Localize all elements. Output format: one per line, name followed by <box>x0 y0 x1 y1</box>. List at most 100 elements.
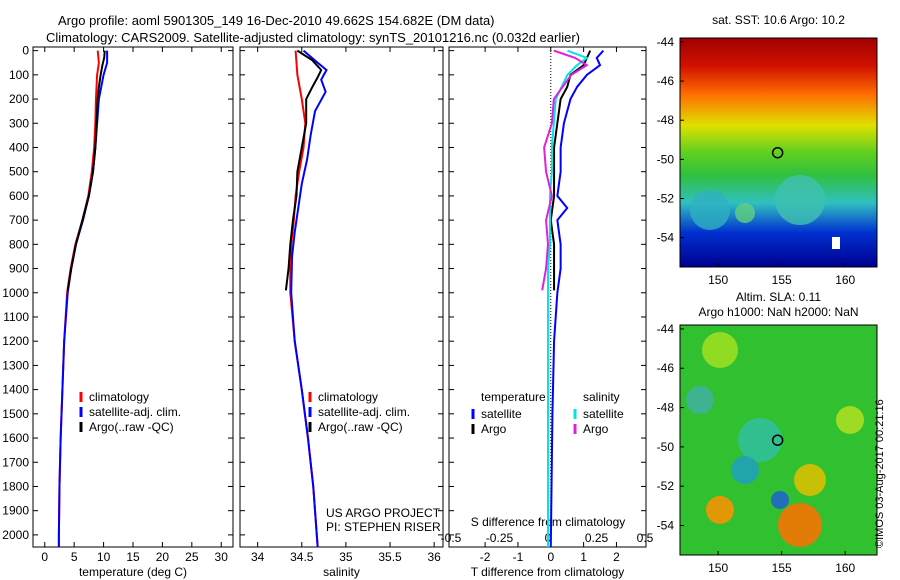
land-mask <box>832 237 840 249</box>
sst_map-xtick-label: 150 <box>708 273 728 287</box>
difference-xtick-label: 1 <box>580 550 587 564</box>
profile-line-argo-raw-qc- <box>66 50 106 291</box>
sst_map-title: sat. SST: 10.6 Argo: 10.2 <box>712 13 845 27</box>
legend-label: satellite-adj. clim. <box>318 405 410 419</box>
temperature-xtick-label: 5 <box>71 550 78 564</box>
depth-tick-label: 1100 <box>3 310 29 324</box>
depth-tick-label: 100 <box>9 68 29 82</box>
depth-tick-label: 1200 <box>2 334 29 348</box>
depth-tick-label: 1000 <box>2 286 29 300</box>
sst_map-frame <box>679 37 878 268</box>
sla_map-title: Argo h1000: NaN h2000: NaN <box>698 305 858 319</box>
sst_map-ytick-label: -52 <box>657 191 675 205</box>
profile-line-climatology <box>57 50 100 547</box>
depth-tick-label: 1500 <box>2 407 29 421</box>
figure-title-line1: Argo profile: aoml 5901305_149 16-Dec-20… <box>58 13 495 28</box>
depth-tick-label: 2000 <box>2 528 29 542</box>
sst-field <box>680 38 877 267</box>
sla-feature <box>686 386 714 414</box>
argo-position-marker <box>771 434 784 446</box>
salinity-xtick-label: 35 <box>339 550 353 564</box>
depth-tick-label: 1900 <box>2 504 29 518</box>
sst_map-ytick-label: -46 <box>657 74 675 88</box>
profile-line-s-satellite <box>547 49 589 547</box>
legend-header-salinity: salinity <box>583 390 620 404</box>
sst-feature <box>735 203 755 223</box>
depth-tick-label: 400 <box>9 140 29 154</box>
profile-line-t-argo <box>549 50 592 291</box>
profile-line-argo-raw-qc- <box>284 49 323 291</box>
legend-label: climatology <box>89 390 149 404</box>
sla_map-ytick-label: -48 <box>657 401 675 415</box>
sla-feature <box>836 406 864 434</box>
depth-tick-label: 900 <box>9 262 29 276</box>
depth-tick-label: 0 <box>22 44 29 58</box>
depth-tick-label: 800 <box>9 237 29 251</box>
salinity-xtick-label: 34 <box>251 550 265 564</box>
sla-feature <box>702 332 738 368</box>
sla_map-ytick-label: -50 <box>657 440 675 454</box>
depth-tick-label: 1600 <box>2 431 29 445</box>
temperature-xlabel: temperature (deg C) <box>79 565 187 579</box>
sla-feature <box>731 456 759 484</box>
sst_map-xtick-label: 155 <box>772 273 792 287</box>
s-diff-tick-label: 0.5 <box>637 531 654 545</box>
sla-feature <box>794 464 826 496</box>
profile-line-climatology <box>289 50 319 548</box>
annotation-project: US ARGO PROJECT <box>326 506 441 520</box>
legend-label: Argo <box>481 422 507 436</box>
depth-tick-label: 1800 <box>2 479 29 493</box>
legend-label: Argo <box>583 422 609 436</box>
legend-label: Argo(..raw -QC) <box>318 420 403 434</box>
sla_map-frame <box>679 324 878 556</box>
difference-xtick-label: -2 <box>480 550 491 564</box>
salinity-xtick-label: 36 <box>427 550 441 564</box>
s-diff-tick-label: -0.25 <box>486 531 514 545</box>
difference-xtick-label: -1 <box>513 550 524 564</box>
sla_map-ytick-label: -54 <box>657 519 675 533</box>
depth-tick-label: 300 <box>9 116 29 130</box>
s-diff-tick-label: 0.25 <box>585 531 609 545</box>
sla_map-ytick-label: -46 <box>657 361 675 375</box>
sla-feature <box>778 503 822 547</box>
sla-feature <box>706 496 734 524</box>
figure-title-line2: Climatology: CARS2009. Satellite-adjuste… <box>46 30 581 45</box>
legend-header-temperature: temperature <box>481 390 546 404</box>
difference-xtick-label: 2 <box>613 550 620 564</box>
s-diff-tick-label: -0.5 <box>441 531 462 545</box>
depth-tick-label: 200 <box>9 92 29 106</box>
sla_map-ytick-label: -44 <box>657 322 675 336</box>
depth-tick-label: 500 <box>9 165 29 179</box>
profile-line-satellite-adj-clim- <box>290 49 328 548</box>
difference-xlabel: T difference from climatology <box>471 565 625 579</box>
sla_map-ytick-label: -52 <box>657 479 675 493</box>
sst_map-xtick-label: 160 <box>835 273 855 287</box>
legend-label: satellite <box>481 407 522 421</box>
imos-credit: ©IMOS 03-Aug-2017 00:21:16 <box>874 399 886 548</box>
annotation-pi: PI: STEPHEN RISER <box>326 520 441 534</box>
sla-feature <box>771 491 789 509</box>
sla_map-xtick-label: 155 <box>772 561 792 575</box>
depth-tick-label: 700 <box>9 213 29 227</box>
sst-feature <box>690 190 730 230</box>
sst_map-ytick-label: -48 <box>657 113 675 127</box>
salinity-xlabel: salinity <box>323 565 360 579</box>
temperature-xtick-label: 15 <box>126 550 140 564</box>
difference-xtick-label: 0 <box>547 550 554 564</box>
depth-tick-label: 1300 <box>2 358 29 372</box>
temperature-frame <box>32 46 234 548</box>
profile-line-t-satellite <box>549 49 605 548</box>
salinity-xtick-label: 35.5 <box>378 550 402 564</box>
legend-label: climatology <box>318 390 378 404</box>
depth-tick-label: 1700 <box>2 455 29 469</box>
depth-tick-label: 600 <box>9 189 29 203</box>
argo-position-marker <box>771 146 784 159</box>
sst_map-ytick-label: -44 <box>657 35 675 49</box>
temperature-xtick-label: 30 <box>215 550 229 564</box>
temperature-xtick-label: 20 <box>156 550 170 564</box>
temperature-xtick-label: 25 <box>185 550 199 564</box>
sla_map-title: Altim. SLA: 0.11 <box>736 290 821 304</box>
profile-line-s-argo <box>541 49 589 291</box>
